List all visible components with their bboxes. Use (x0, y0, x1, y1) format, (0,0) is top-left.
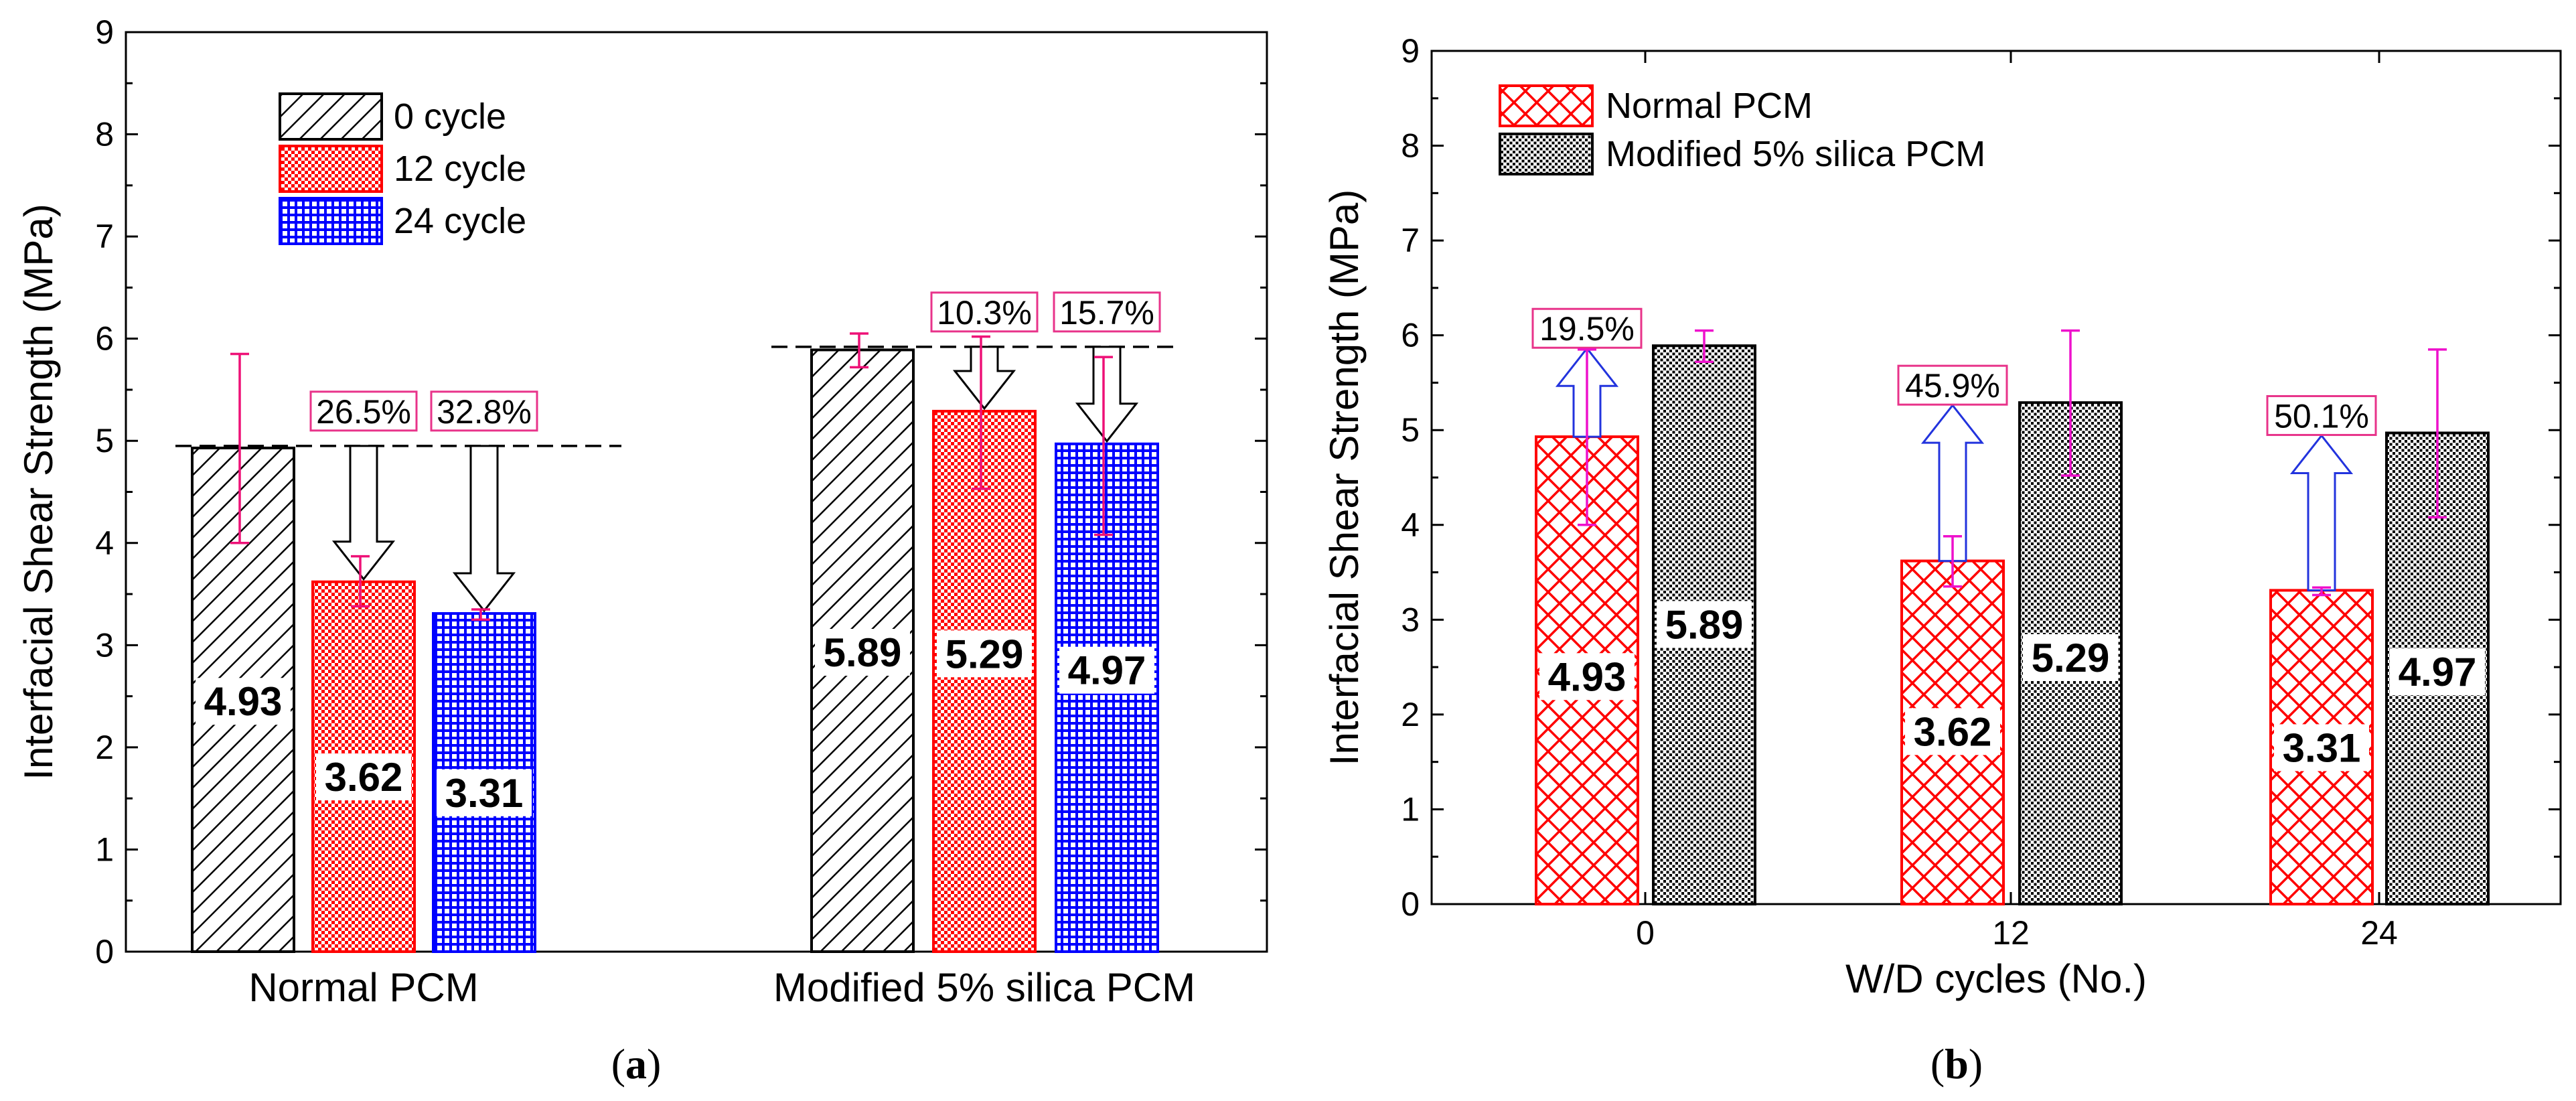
a-legend-swatch (279, 197, 383, 245)
b-value-label: 3.31 (2283, 725, 2361, 770)
a-ytick-label: 3 (95, 626, 114, 664)
b-value-label-bg (2274, 724, 2369, 772)
b-value-label: 3.62 (1914, 709, 1992, 754)
b-ytick-label: 4 (1401, 506, 1420, 544)
a-legend-label: 24 cycle (394, 201, 526, 241)
a-bar (1055, 442, 1159, 953)
b-value-label-bg (1905, 708, 2000, 755)
b-improvement-arrow (2289, 434, 2354, 591)
b-legend-swatch (1499, 133, 1594, 175)
b-value-label: 4.97 (2399, 650, 2477, 694)
a-ytick-label: 8 (95, 116, 114, 153)
a-value-label: 3.62 (325, 755, 403, 800)
a-value-label-bg (1059, 646, 1154, 694)
b-ytick-label: 9 (1401, 32, 1420, 70)
b-improvement-label: 19.5% (1539, 310, 1635, 348)
a-reduction-label-box (930, 291, 1039, 333)
b-ytick-label: 5 (1401, 411, 1420, 449)
a-value-label: 3.31 (445, 771, 524, 816)
b-improvement-arrow (1920, 403, 1985, 563)
panel-a-chart: 0 1 2 3 4 5 6 7 8 9 Interfacial Shear Strength (MP… (16, 13, 1268, 1010)
a-ytick-label: 6 (95, 320, 114, 358)
a-reduction-arrow (452, 445, 516, 613)
a-reduction-label-box (430, 390, 538, 432)
a-reduction-label: 26.5% (316, 393, 411, 431)
a-value-label-bg (815, 629, 910, 676)
b-improvement-label-box (2266, 394, 2377, 436)
a-reduction-label: 32.8% (437, 393, 532, 431)
a-ytick-label: 4 (95, 524, 114, 562)
a-ytick-label: 2 (95, 729, 114, 766)
a-value-label: 4.97 (1068, 648, 1146, 693)
b-xlabel: W/D cycles (No.) (1845, 956, 2147, 1001)
b-xtick-label: 12 (1992, 914, 2030, 952)
b-value-label-bg (1657, 601, 1752, 648)
a-reduction-label-box (1053, 291, 1161, 333)
a-reduction-arrow (1075, 346, 1139, 443)
a-ytick-label: 7 (95, 218, 114, 255)
a-legend-swatch (279, 145, 383, 193)
a-value-label: 5.29 (945, 632, 1024, 676)
b-improvement-label-box (1531, 307, 1643, 349)
b-legend-label: Modified 5% silica PCM (1606, 134, 1985, 174)
b-xtick-label: 0 (1636, 914, 1655, 952)
b-ytick-label: 1 (1401, 790, 1420, 828)
a-reduction-label-box (309, 390, 418, 432)
a-ytick-label: 5 (95, 422, 114, 459)
b-value-label-bg (1539, 653, 1635, 701)
a-reduction-label: 15.7% (1059, 294, 1154, 332)
panel-b-caption: (b) (1930, 1040, 1983, 1088)
panel-a-caption: (a) (611, 1040, 662, 1088)
b-improvement-label-box (1897, 364, 2008, 406)
a-value-label: 5.89 (824, 630, 902, 675)
a-ytick-label: 1 (95, 830, 114, 868)
b-value-label: 4.93 (1548, 654, 1626, 699)
b-ytick-label: 7 (1401, 222, 1420, 259)
a-reduction-label: 10.3% (937, 294, 1032, 332)
b-ytick-label: 2 (1401, 696, 1420, 733)
b-ytick-label: 8 (1401, 127, 1420, 165)
b-legend-swatch (1499, 84, 1594, 127)
a-value-label: 4.93 (204, 679, 283, 724)
a-category-label: Normal PCM (248, 965, 478, 1010)
b-value-label: 5.89 (1665, 602, 1744, 647)
a-ylabel: Interfacial Shear Strength (MPa) (16, 204, 61, 780)
b-ylabel: Interfacial Shear Strength (MPa) (1322, 190, 1367, 765)
a-legend-swatch (279, 92, 383, 141)
a-reduction-arrow (952, 346, 1016, 411)
b-value-label-bg (2023, 634, 2118, 681)
a-ytick-label: 9 (95, 13, 114, 51)
a-legend-label: 12 cycle (394, 149, 526, 189)
a-reduction-arrow (331, 445, 396, 581)
b-improvement-label: 45.9% (1905, 367, 2000, 405)
b-improvement-label: 50.1% (2274, 397, 2369, 435)
b-ytick-label: 0 (1401, 885, 1420, 923)
a-bar (932, 409, 1037, 953)
a-value-label-bg (437, 769, 532, 816)
a-value-label-bg (937, 630, 1032, 678)
b-xtick-label: 24 (2360, 914, 2398, 952)
a-legend-label: 0 cycle (394, 96, 506, 137)
a-value-label-bg (316, 753, 411, 801)
a-ytick-label: 0 (95, 933, 114, 970)
a-value-label-bg (196, 678, 291, 725)
b-ytick-label: 3 (1401, 601, 1420, 638)
b-value-label: 5.29 (2032, 636, 2110, 680)
b-value-label-bg (2390, 648, 2485, 696)
b-legend-label: Normal PCM (1606, 86, 1813, 126)
a-category-label: Modified 5% silica PCM (773, 965, 1195, 1010)
b-ytick-label: 6 (1401, 317, 1420, 354)
